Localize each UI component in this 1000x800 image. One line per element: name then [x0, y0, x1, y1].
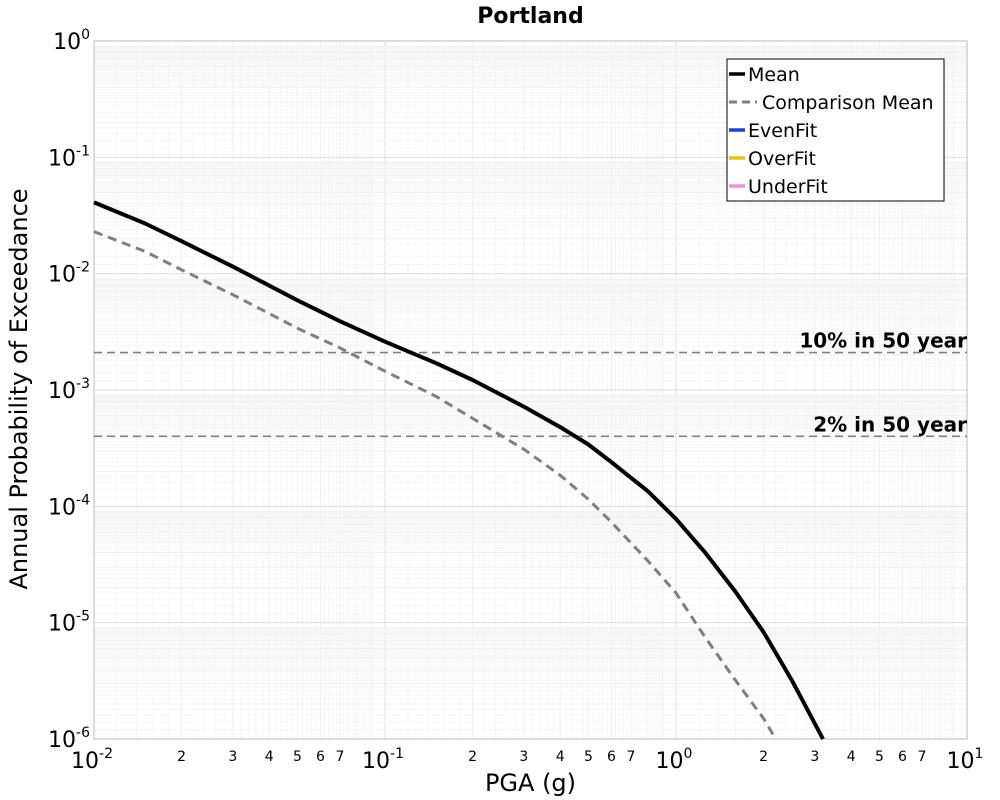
- x-minor-tick-label: 4: [556, 749, 565, 765]
- legend: Mean Comparison Mean EvenFit OverFit UnderFi…: [726, 58, 945, 202]
- x-minor-tick-label: 3: [228, 749, 237, 765]
- y-major-tick-label: 10-2: [48, 260, 90, 288]
- x-axis-title: PGA (g): [485, 769, 576, 797]
- x-major-tick-label: 101: [947, 746, 984, 774]
- x-minor-tick-label: 6: [607, 749, 616, 765]
- y-major-tick-label: 10-1: [48, 143, 90, 171]
- x-minor-tick-label: 6: [898, 749, 907, 765]
- plot-frame: [93, 40, 968, 740]
- reference-line-label: 10% in 50 year: [799, 329, 967, 353]
- legend-label: Mean: [748, 64, 800, 86]
- x-minor-tick-label: 6: [316, 749, 325, 765]
- x-minor-tick-label: 7: [335, 749, 344, 765]
- x-minor-tick-label: 2: [177, 749, 186, 765]
- x-minor-tick-label: 4: [265, 749, 274, 765]
- x-minor-tick-label: 5: [875, 749, 884, 765]
- legend-box: [726, 58, 945, 202]
- series-line-comparison-mean: [93, 230, 777, 740]
- x-minor-tick-label: 2: [759, 749, 768, 765]
- y-major-tick-label: 10-6: [48, 725, 90, 753]
- y-major-tick-label: 10-5: [48, 609, 90, 637]
- chart-title: Portland: [477, 4, 583, 29]
- x-minor-tick-label: 7: [626, 749, 635, 765]
- x-minor-tick-label: 3: [519, 749, 528, 765]
- legend-label: Comparison Mean: [762, 92, 934, 114]
- legend-label: EvenFit: [748, 120, 817, 142]
- x-major-tick-label: 10-1: [362, 746, 404, 774]
- reference-lines: 10% in 50 year 2% in 50 year: [94, 329, 967, 438]
- x-major-tick-label: 100: [656, 746, 693, 774]
- series-line-mean: [93, 200, 825, 740]
- legend-label: OverFit: [748, 148, 816, 170]
- reference-line-label: 2% in 50 year: [813, 412, 967, 436]
- y-major-tick-label: 10-3: [48, 376, 90, 404]
- y-axis-title: Annual Probability of Exceedance: [5, 188, 33, 589]
- x-major-tick-label: 10-2: [71, 746, 113, 774]
- x-minor-tick-label: 5: [584, 749, 593, 765]
- x-minor-tick-label: 2: [468, 749, 477, 765]
- x-minor-tick-label: 4: [847, 749, 856, 765]
- x-minor-tick-label: 5: [293, 749, 302, 765]
- legend-label: UnderFit: [748, 176, 828, 198]
- x-minor-tick-label: 7: [917, 749, 926, 765]
- y-major-tick-label: 100: [53, 27, 90, 55]
- y-major-tick-label: 10-4: [48, 492, 90, 520]
- x-minor-tick-label: 3: [810, 749, 819, 765]
- series-lines: [93, 200, 825, 740]
